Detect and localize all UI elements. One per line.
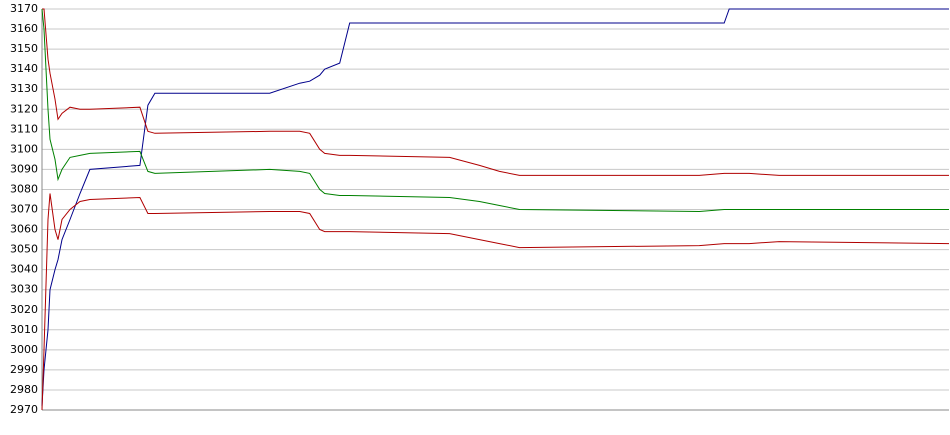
y-tick-label: 3090: [10, 162, 38, 175]
y-tick-label: 3050: [10, 243, 38, 256]
y-tick-label: 3100: [10, 142, 38, 155]
series-line: [41, 193, 950, 411]
y-tick-label: 3140: [10, 62, 38, 75]
y-tick-label: 3160: [10, 22, 38, 35]
y-tick-label: 3170: [10, 2, 38, 15]
y-tick-label: 3060: [10, 223, 38, 236]
y-tick-label: 2990: [10, 363, 38, 376]
y-tick-label: 3000: [10, 343, 38, 356]
y-tick-label: 3020: [10, 303, 38, 316]
y-tick-label: 2980: [10, 383, 38, 396]
series-line: [42, 8, 949, 176]
series-line: [41, 8, 949, 213]
y-tick-label: 3040: [10, 263, 38, 276]
y-tick-label: 3070: [10, 203, 38, 216]
y-tick-label: 3030: [10, 283, 38, 296]
y-tick-label: 3150: [10, 42, 38, 55]
y-tick-label: 3110: [10, 122, 38, 135]
y-tick-label: 3010: [10, 323, 38, 336]
y-tick-label: 3130: [10, 82, 38, 95]
y-tick-label: 3120: [10, 102, 38, 115]
series-line: [41, 8, 949, 407]
y-tick-label: 3080: [10, 182, 38, 195]
y-tick-label: 2970: [10, 403, 38, 416]
